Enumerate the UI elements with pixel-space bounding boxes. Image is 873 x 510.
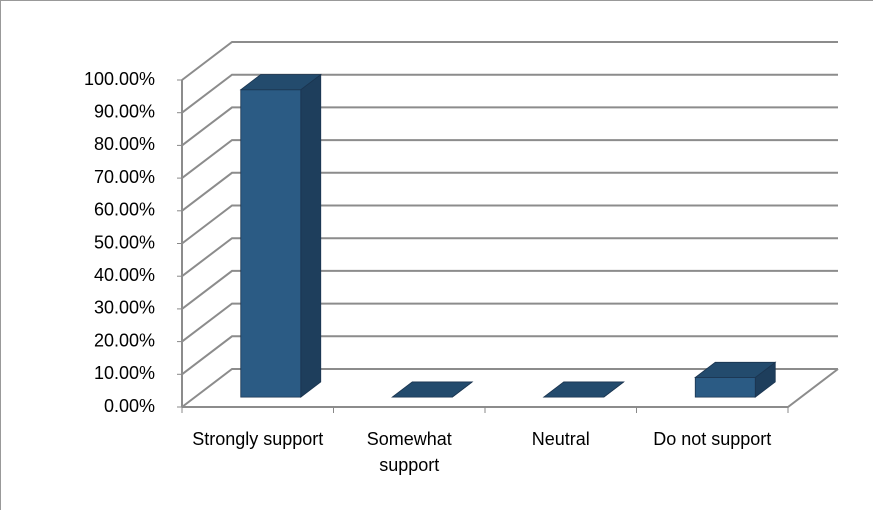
bar: [391, 381, 474, 398]
bar: [694, 361, 777, 398]
grid-line: [181, 41, 838, 81]
x-tick-label: Strongly support: [192, 429, 324, 449]
y-tick-label: 100.00%: [84, 69, 155, 89]
bar-front: [694, 377, 756, 398]
grid-line: [181, 335, 838, 376]
bar-top: [391, 381, 474, 398]
grid-line: [181, 269, 838, 310]
bar-side: [300, 73, 322, 398]
bar-front: [240, 89, 302, 398]
grid-line: [181, 73, 838, 114]
y-tick-label: 40.00%: [94, 265, 155, 285]
y-tick-label: 50.00%: [94, 232, 155, 252]
y-tick-label: 70.00%: [94, 167, 155, 187]
y-tick-label: 0.00%: [104, 396, 155, 416]
y-tick-label: 80.00%: [94, 134, 155, 154]
grid-line: [181, 368, 838, 408]
y-tick-label: 90.00%: [94, 101, 155, 121]
y-tick-label: 10.00%: [94, 363, 155, 383]
grid-line: [181, 106, 838, 147]
bar: [542, 381, 625, 398]
bar: [239, 73, 322, 398]
y-tick-label: 20.00%: [94, 330, 155, 350]
bar-top: [542, 381, 625, 398]
bar-top: [239, 74, 322, 91]
bar-top: [694, 361, 777, 378]
x-tick-label: Do not support: [653, 429, 772, 449]
grid-line: [181, 237, 838, 277]
grid-line: [181, 204, 838, 245]
grid-line: [181, 171, 838, 212]
grid-line: [181, 139, 838, 179]
y-tick-label: 60.00%: [94, 200, 155, 220]
y-tick-label: 30.00%: [94, 298, 155, 318]
x-tick-label: Somewhat support: [366, 429, 452, 475]
x-tick-label: Neutral: [531, 429, 590, 449]
grid-line: [181, 302, 838, 343]
